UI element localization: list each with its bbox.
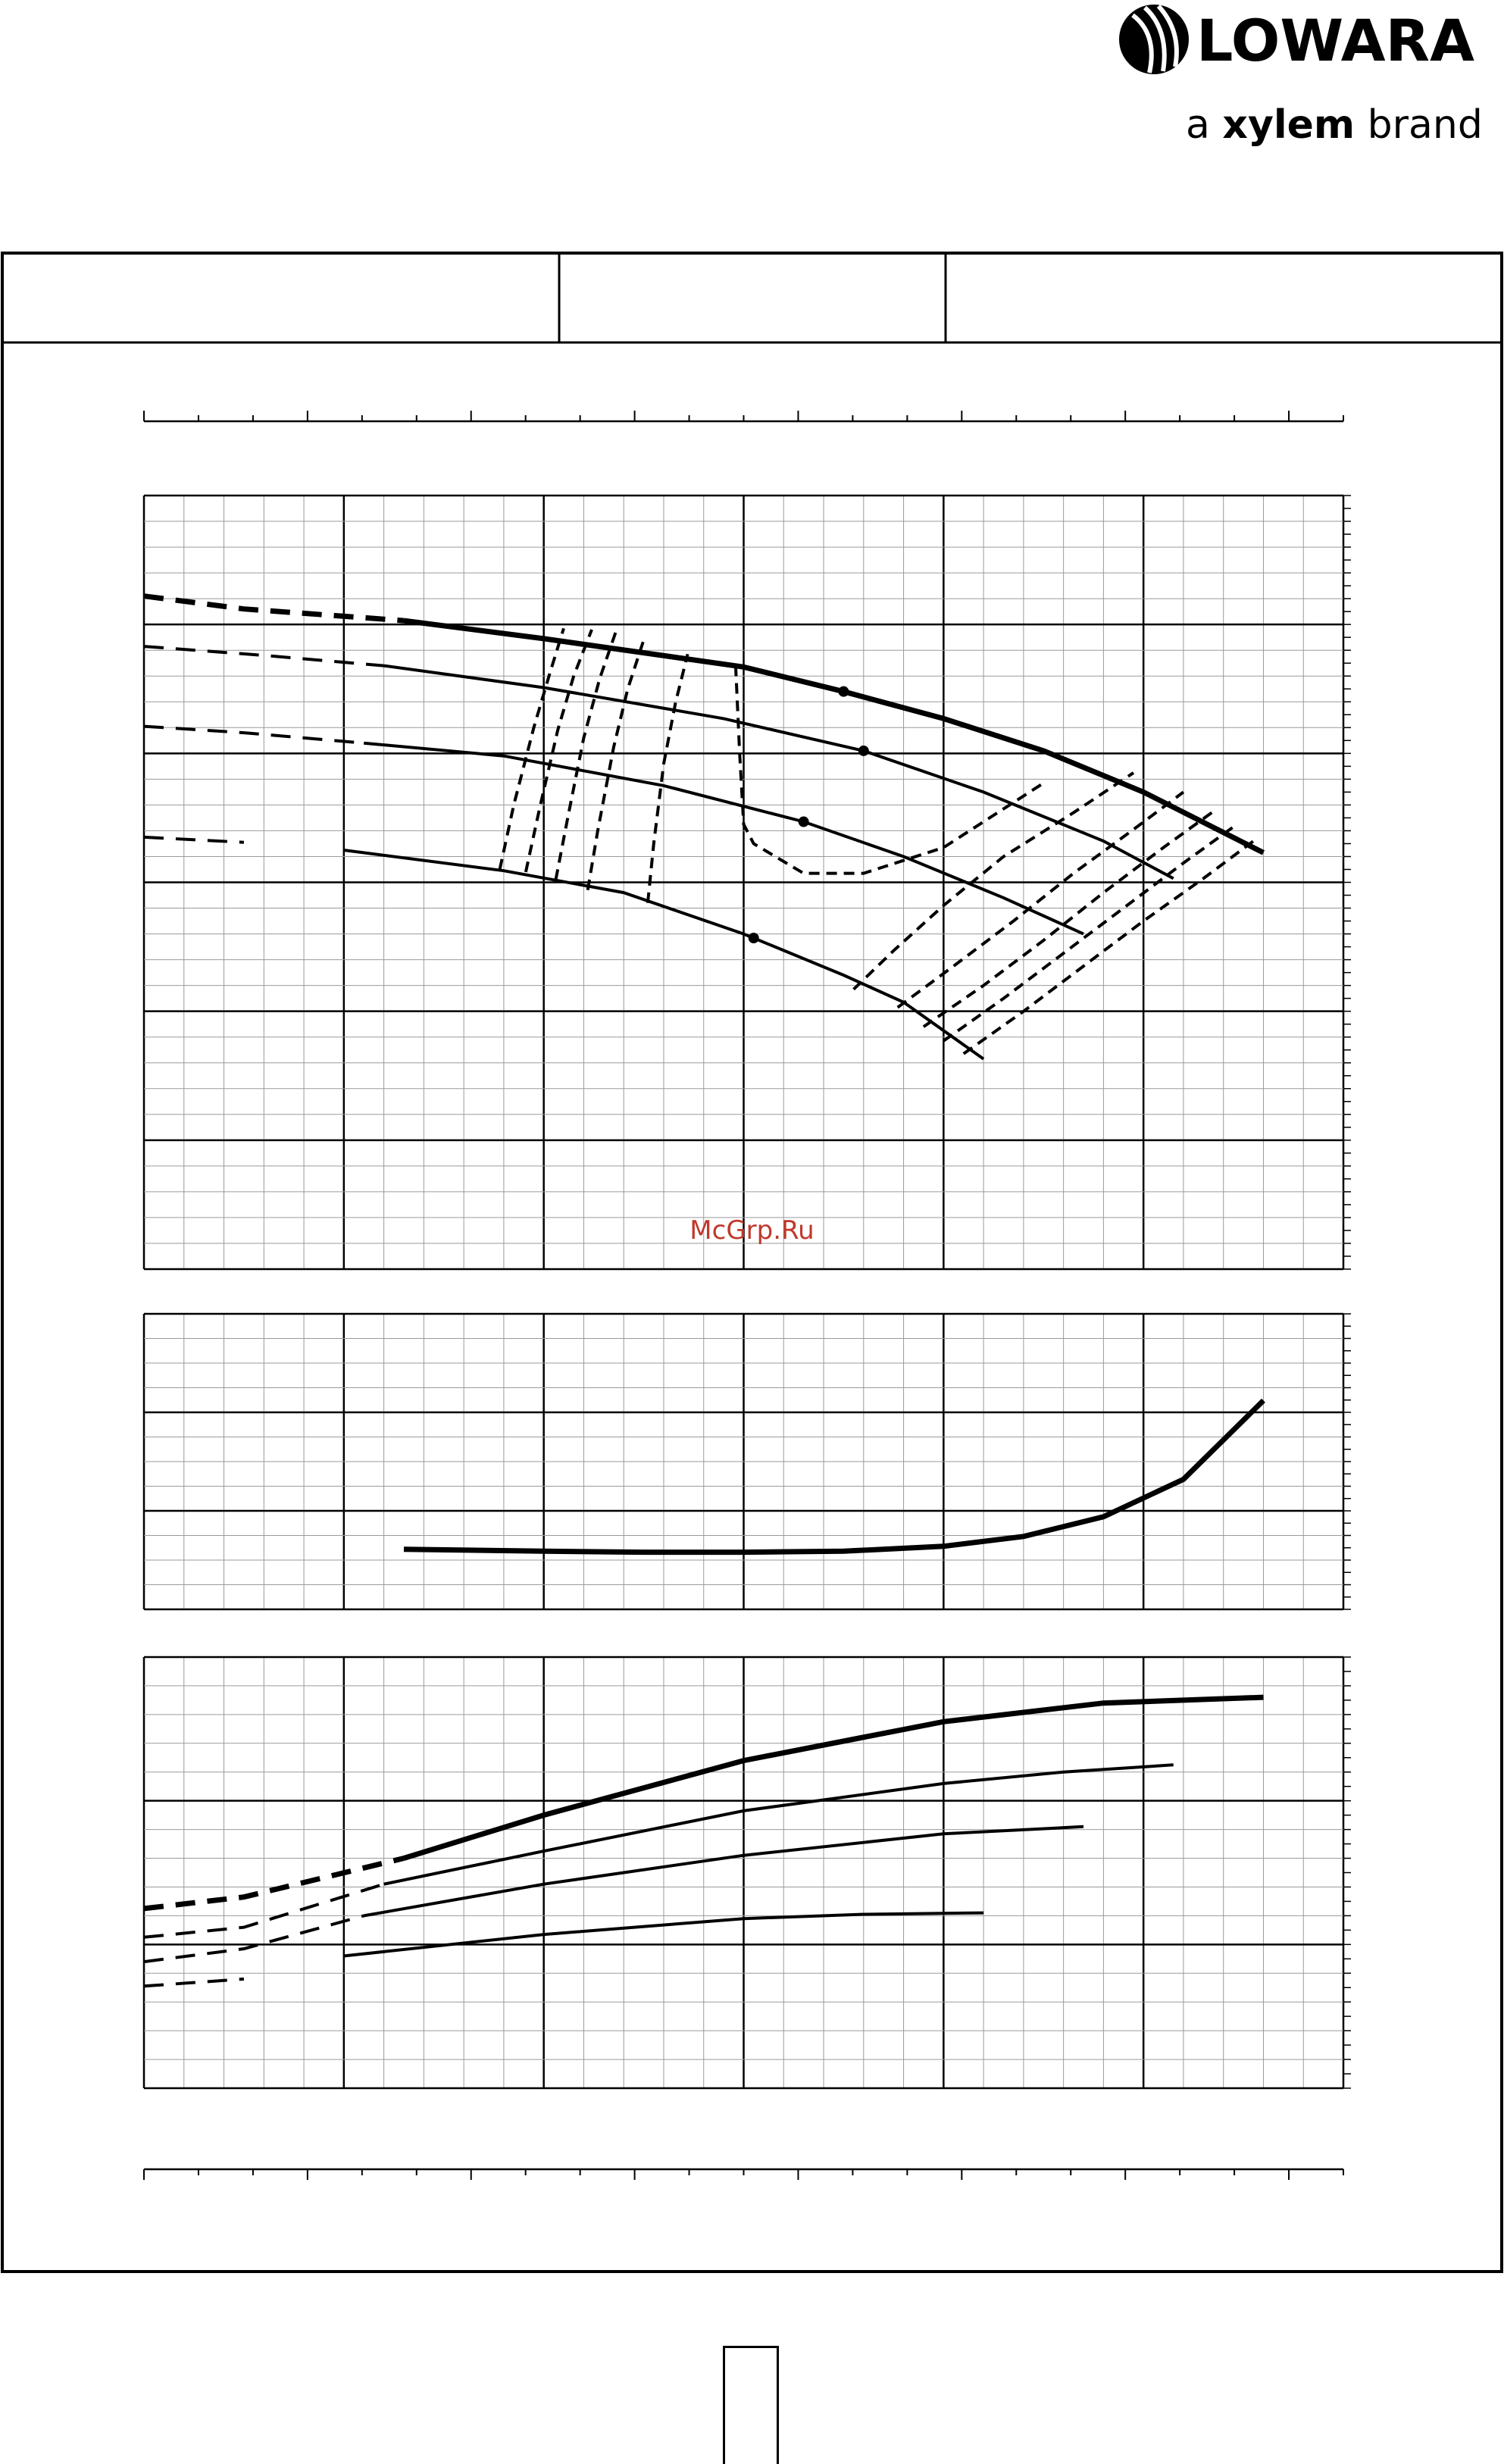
head-chart-iso-efficiency-8: [922, 810, 1215, 1028]
head-chart-series-0-dashed: [143, 593, 405, 624]
bottom-scale-axis: [143, 2168, 1344, 2180]
power-chart-series-3-dashed: [143, 1977, 245, 1988]
power-chart-series-2-dashed: [143, 1914, 364, 1964]
head-chart-iso-efficiency-3: [586, 639, 646, 891]
brand-tagline: a xylem brand: [1186, 102, 1483, 148]
head-capacity-chart: [142, 494, 1351, 1271]
power-chart: [142, 1656, 1351, 2090]
head-chart-iso-efficiency-2: [554, 631, 618, 880]
power-chart-series-3-line: [343, 1911, 984, 1958]
head-chart-series-0-line: [403, 618, 1265, 855]
npsh-chart: [142, 1312, 1351, 1611]
head-chart-series-1-point: [858, 745, 869, 756]
head-chart-iso-efficiency-6: [852, 771, 1135, 991]
top-scale-axis: [143, 411, 1344, 423]
outer-border: [1, 252, 1503, 2273]
watermark: McGrp.Ru: [689, 1215, 815, 1246]
head-chart-iso-efficiency-4: [646, 653, 689, 903]
power-chart-series-0-dashed: [143, 1856, 405, 1912]
head-chart-series-1-dashed: [143, 645, 384, 668]
head-chart-series-1-line: [383, 664, 1174, 880]
head-chart-iso-efficiency-7: [896, 790, 1185, 1009]
power-chart-series-1-line: [383, 1763, 1174, 1886]
head-chart-series-2-point: [798, 816, 809, 827]
power-chart-series-2-line: [363, 1825, 1084, 1918]
brand-logo: LOWARA a xylem brand: [1119, 4, 1483, 148]
header-table: [2, 253, 1502, 344]
head-chart-iso-efficiency-1: [524, 629, 593, 873]
power-chart-series-1-dashed: [143, 1882, 385, 1939]
head-chart-series-2-line: [364, 741, 1084, 936]
head-chart-series-2-dashed: [143, 724, 364, 745]
head-chart-series-3-dashed: [143, 835, 245, 844]
npsh-chart-series-0-line: [403, 1398, 1265, 1556]
head-chart-iso-efficiency-0: [498, 627, 565, 870]
head-chart-series-0-point: [838, 686, 849, 697]
head-chart-iso-efficiency-5: [733, 665, 1045, 875]
lowara-drop-logo-icon: [1119, 4, 1189, 74]
power-chart-series-0-line: [402, 1694, 1264, 1861]
brand-name: LOWARA: [1196, 7, 1474, 74]
page-number-box: [723, 2346, 779, 2464]
head-chart-series-3-point: [748, 933, 759, 944]
head-chart-iso-efficiency-10: [962, 840, 1255, 1055]
head-chart-iso-efficiency-9: [943, 825, 1235, 1043]
